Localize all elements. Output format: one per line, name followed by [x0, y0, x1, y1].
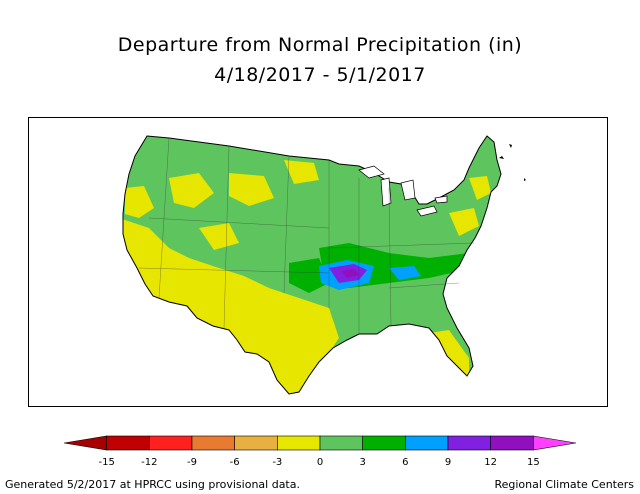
- legend-swatch: [319, 435, 363, 451]
- legend-tick-label: 3: [359, 457, 365, 468]
- precipitation-map: [28, 117, 608, 407]
- legend-tick-label: -9: [187, 457, 197, 468]
- legend-swatch: [490, 435, 534, 451]
- legend-swatch: [63, 435, 107, 451]
- generated-note: Generated 5/2/2017 at HPRCC using provis…: [5, 478, 300, 491]
- legend-tick-label: -6: [230, 457, 240, 468]
- source-credit: Regional Climate Centers: [494, 478, 634, 491]
- legend-swatch: [191, 435, 235, 451]
- us-map-svg: [122, 135, 526, 395]
- legend-swatch: [362, 435, 406, 451]
- legend-tick-label: 6: [402, 457, 408, 468]
- legend-tick-label: -3: [272, 457, 282, 468]
- legend-swatch: [234, 435, 278, 451]
- precipitation-legend: -15 -12 -9 -6 -3 0 3 6 9 12 15: [63, 435, 577, 468]
- legend-swatch: [533, 435, 577, 451]
- legend-swatch: [106, 435, 150, 451]
- legend-tick-label: 9: [445, 457, 451, 468]
- legend-swatch: [149, 435, 193, 451]
- legend-tick-label: 12: [484, 457, 497, 468]
- map-title: Departure from Normal Precipitation (in): [117, 34, 523, 56]
- legend-tick-label: -12: [141, 457, 157, 468]
- legend-swatch: [405, 435, 449, 451]
- legend-tick-label: -15: [98, 457, 114, 468]
- legend-tick-label: 15: [527, 457, 540, 468]
- legend-swatch: [447, 435, 491, 451]
- legend-tick-label: 0: [317, 457, 323, 468]
- legend-swatch: [277, 435, 321, 451]
- map-date-range: 4/18/2017 - 5/1/2017: [214, 64, 426, 86]
